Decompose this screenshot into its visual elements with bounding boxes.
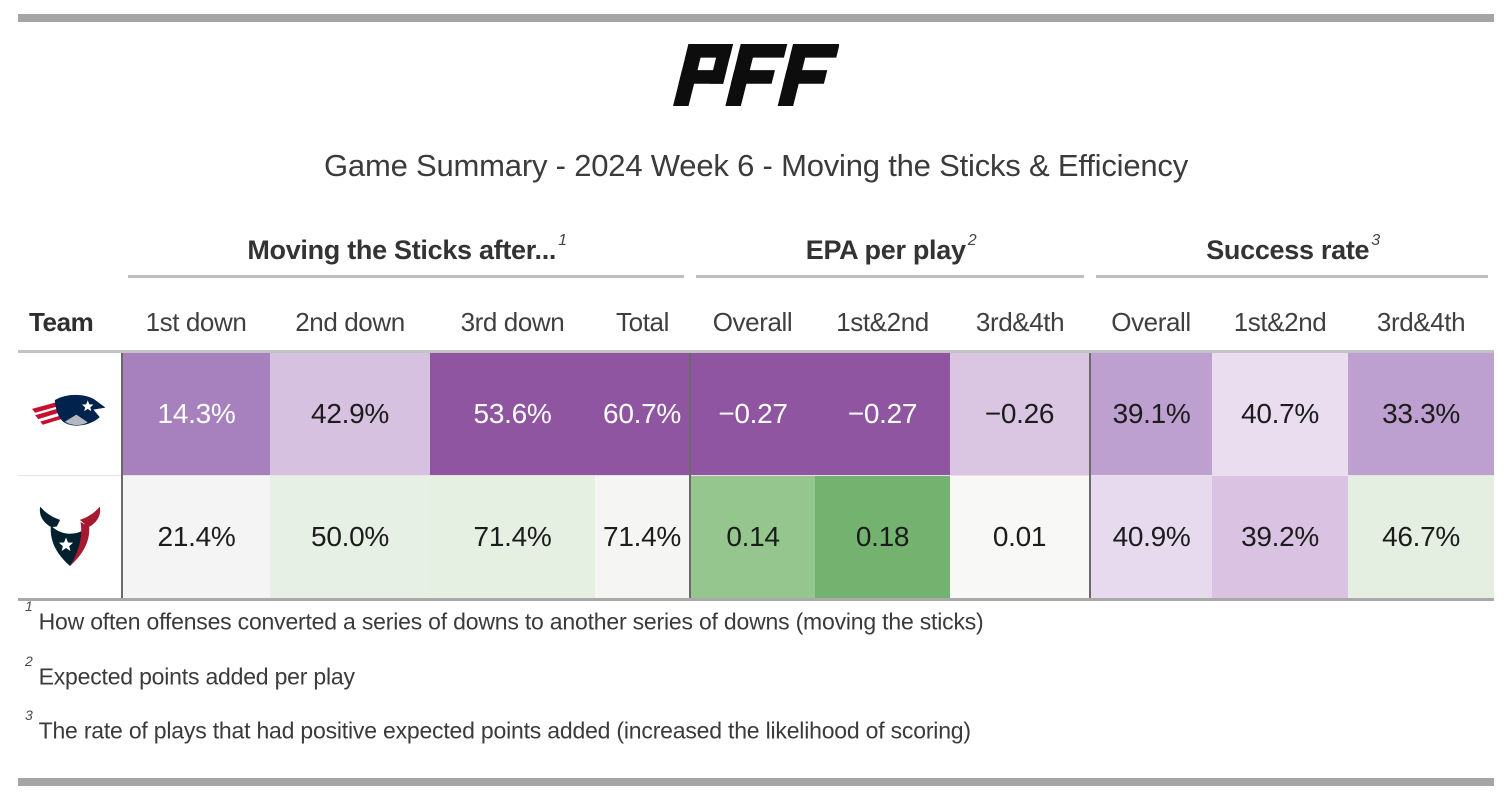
group-header-spacer	[18, 222, 122, 278]
footnote-3-text: The rate of plays that had positive expe…	[38, 717, 971, 744]
column-header-2nd-down: 2nd down	[295, 307, 405, 337]
column-header-sr-3rd-4th: 3rd&4th	[1376, 307, 1466, 337]
footnote-1-marker: 1	[25, 598, 33, 614]
cell-ne-sticks-3rd-down: 53.6%	[430, 351, 595, 476]
footnote-1-text: How often offenses converted a series of…	[38, 608, 984, 635]
page-title: Game Summary - 2024 Week 6 - Moving the …	[324, 148, 1188, 183]
cell-hou-sticks-total: 71.4%	[595, 475, 692, 600]
table-row-patriots: 14.3% 42.9% 53.6% 60.7% −0.27 −0.27 −0.2…	[18, 351, 1495, 476]
cell-ne-sr-overall: 39.1%	[1090, 351, 1213, 476]
column-header-total: Total	[616, 307, 669, 337]
cell-ne-epa-1st-2nd: −0.27	[815, 351, 951, 476]
column-header-3rd-down: 3rd down	[460, 307, 565, 337]
group-label: EPA per play	[805, 235, 966, 265]
cell-ne-epa-3rd-4th: −0.26	[950, 351, 1092, 476]
table-row-texans: 21.4% 50.0% 71.4% 71.4% 0.14 0.18 0.01 4…	[18, 475, 1495, 600]
footnote-1: 1 How often offenses converted a series o…	[25, 598, 1482, 636]
group-label: Moving the Sticks after...	[247, 235, 557, 265]
cell-hou-sr-3rd-4th: 46.7%	[1348, 475, 1495, 600]
footnote-3-marker: 3	[25, 707, 33, 724]
column-header-row: Team 1st down 2nd down 3rd down Total Ov…	[18, 278, 1494, 352]
column-header-epa-1st-2nd: 1st&2nd	[836, 307, 929, 337]
cell-ne-sr-3rd-4th: 33.3%	[1348, 351, 1495, 476]
footnote-2: 2 Expected points added per play	[25, 653, 1482, 691]
group-epa-per-play: EPA per play 2	[690, 222, 1090, 278]
group-label: Success rate	[1206, 235, 1370, 265]
game-summary-table: Moving the Sticks after... 1 EPA per play…	[18, 222, 1495, 601]
cell-hou-epa-1st-2nd: 0.18	[815, 475, 951, 600]
group-header-row: Moving the Sticks after... 1 EPA per play…	[18, 222, 1494, 278]
patriots-logo-icon	[31, 394, 105, 426]
cell-ne-sticks-2nd-down: 42.9%	[270, 351, 430, 476]
column-header-team: Team	[29, 307, 94, 337]
pff-logo	[0, 44, 1512, 111]
column-header-sr-overall: Overall	[1111, 307, 1191, 337]
cell-hou-epa-overall: 0.14	[690, 475, 816, 600]
top-divider-bar	[18, 14, 1494, 22]
footnote-marker-1: 1	[558, 232, 567, 249]
cell-hou-sr-overall: 40.9%	[1090, 475, 1213, 600]
cell-hou-epa-3rd-4th: 0.01	[950, 475, 1092, 600]
pff-logo-icon	[672, 44, 840, 106]
group-success-rate: Success rate 3	[1090, 222, 1494, 278]
bottom-divider-bar	[18, 778, 1494, 786]
column-header-epa-overall: Overall	[712, 307, 793, 337]
footnote-2-text: Expected points added per play	[38, 663, 355, 690]
texans-logo-icon	[39, 506, 100, 567]
cell-ne-sticks-total: 60.7%	[595, 351, 692, 476]
column-header-sr-1st-2nd: 1st&2nd	[1233, 307, 1327, 337]
footnote-3: 3 The rate of plays that had positive exp…	[25, 707, 1482, 745]
cell-ne-sticks-1st-down: 14.3%	[122, 351, 270, 476]
footnote-marker-3: 3	[1371, 232, 1380, 249]
cell-ne-epa-overall: −0.27	[690, 351, 816, 476]
footnote-marker-2: 2	[967, 232, 977, 249]
cell-hou-sticks-2nd-down: 50.0%	[270, 475, 430, 600]
cell-hou-sticks-1st-down: 21.4%	[122, 475, 270, 600]
footnote-2-marker: 2	[25, 652, 33, 669]
team-cell-texans	[18, 475, 123, 600]
column-header-epa-3rd-4th: 3rd&4th	[975, 307, 1065, 337]
group-moving-the-sticks: Moving the Sticks after... 1	[122, 222, 690, 278]
team-cell-patriots	[18, 351, 123, 476]
cell-hou-sr-1st-2nd: 39.2%	[1212, 475, 1349, 600]
cell-ne-sr-1st-2nd: 40.7%	[1212, 351, 1349, 476]
column-header-1st-down: 1st down	[145, 307, 247, 337]
cell-hou-sticks-3rd-down: 71.4%	[430, 475, 595, 600]
footnotes: 1 How often offenses converted a series o…	[25, 598, 1482, 772]
